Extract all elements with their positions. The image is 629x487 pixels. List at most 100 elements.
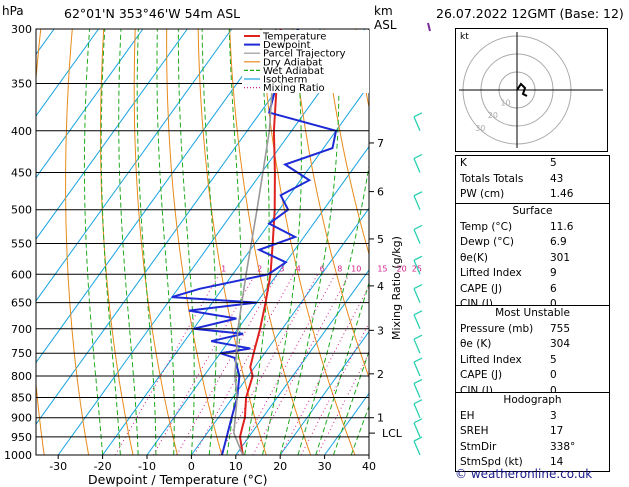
mixing-ratio-label: 15 (377, 264, 387, 273)
wind-barb (414, 289, 420, 303)
table-row-value: 6.9 (550, 235, 567, 251)
table-row: θe(K)301 (456, 251, 609, 267)
wet-adiabat-line (119, 29, 138, 455)
table-row: PW (cm)1.46 (456, 187, 609, 203)
wind-barb (414, 383, 420, 397)
km-tick-label: 7 (377, 137, 384, 150)
wind-barb (414, 315, 420, 329)
wind-barb-flag (414, 419, 422, 423)
table-row-label: θe (K) (460, 337, 491, 353)
mixing-ratio-label: 6 (320, 264, 325, 273)
wind-barb (414, 117, 420, 131)
dry-adiabat-line (167, 29, 222, 455)
location-title: 62°01'N 353°46'W 54m ASL (64, 6, 240, 21)
table-row-value: 3 (550, 409, 557, 425)
mixing-ratio-label: 8 (337, 264, 342, 273)
pressure-tick-label: 800 (11, 370, 32, 383)
mixing-ratio-label: 2 (257, 264, 262, 273)
top-wind-marker (428, 23, 430, 31)
pressure-unit-label: hPa (2, 4, 24, 18)
x-tick-label: 30 (318, 460, 332, 473)
pressure-tick-label: 950 (11, 431, 32, 444)
table-row: Pressure (mb) 755 (456, 322, 609, 338)
km-tick-label: 4 (377, 280, 384, 293)
asl-unit-label: ASL (374, 18, 397, 32)
table-row-value: 5 (550, 353, 557, 369)
hodograph-ring-label: 30 (475, 124, 485, 133)
wind-barb-flag (414, 154, 422, 158)
pressure-tick-label: 650 (11, 297, 32, 310)
mixing-ratio-line (301, 274, 394, 455)
wind-barb-flag (414, 192, 422, 196)
table-row: CAPE (J) 6 (456, 282, 609, 298)
km-tick-label: 5 (377, 233, 384, 246)
wind-barb (414, 229, 420, 243)
pressure-tick-label: 350 (11, 78, 32, 91)
table-row-value: 1.46 (550, 187, 573, 203)
table-row: θe (K) 304 (456, 337, 609, 353)
table-row-label: Pressure (mb) (460, 322, 533, 338)
table-section-title: Most Unstable (456, 306, 609, 322)
table-row-value: 6 (550, 282, 557, 298)
hodograph-unit-label: kt (460, 32, 469, 42)
table-row: CAPE (J) 0 (456, 368, 609, 384)
table-row-label: Lifted Index (460, 353, 522, 369)
pressure-tick-label: 400 (11, 125, 32, 138)
wind-barb-flag (414, 113, 422, 117)
table-row-value: 304 (550, 337, 570, 353)
wind-barb (414, 423, 420, 437)
isotherm-line (0, 29, 10, 455)
wind-barb-flag (414, 225, 422, 229)
wind-barb-flag (414, 335, 422, 339)
pressure-tick-label: 600 (11, 268, 32, 281)
mixing-ratio-label: 1 (221, 264, 226, 273)
table-row-label: K (460, 156, 467, 172)
table-row-label: CAPE (J) (460, 282, 502, 298)
table-row-label: Dewp (°C) (460, 235, 514, 251)
table-row-label: Lifted Index (460, 266, 522, 282)
table-row-label: Temp (°C) (460, 220, 512, 236)
km-tick-label: 3 (377, 324, 384, 337)
pressure-tick-label: 900 (11, 412, 32, 425)
km-tick-label: 2 (377, 368, 384, 381)
pressure-tick-label: 300 (11, 23, 32, 36)
pressure-tick-label: 700 (11, 323, 32, 336)
wind-barb-flag (414, 311, 422, 315)
pressure-tick-label: 750 (11, 347, 32, 360)
wet-adiabat-line (157, 29, 174, 455)
mixing-ratio-label: 3 (279, 264, 284, 273)
table-row-label: θe(K) (460, 251, 488, 267)
dry-adiabat-line (134, 29, 177, 455)
table-row: Temp (°C)11.6 (456, 220, 609, 236)
wind-barb-flag (414, 400, 422, 404)
wind-barb-flag (414, 285, 422, 289)
wind-barb (414, 362, 420, 376)
dry-adiabat-line (66, 29, 89, 455)
table-row-label: CAPE (J) (460, 368, 502, 384)
wet-adiabat-line (84, 29, 102, 455)
wet-adiabat-line (202, 29, 216, 455)
x-tick-label: 20 (273, 460, 287, 473)
table-row-value: 0 (550, 368, 557, 384)
pressure-tick-label: 550 (11, 237, 32, 250)
legend-label: Mixing Ratio (263, 83, 325, 94)
table-row-value: 755 (550, 322, 570, 338)
table-section-title: Hodograph (456, 393, 609, 409)
hodograph-ring-label: 10 (500, 99, 510, 108)
pressure-tick-label: 500 (11, 204, 32, 217)
table-row: Lifted Index 5 (456, 353, 609, 369)
dry-adiabat-line (101, 29, 133, 455)
wind-barb-flag (414, 256, 422, 260)
table-row: Dewp (°C) 6.9 (456, 235, 609, 251)
x-axis-label: Dewpoint / Temperature (°C) (88, 472, 267, 487)
mixing-ratio-line (115, 274, 219, 455)
wind-barb (414, 158, 420, 172)
